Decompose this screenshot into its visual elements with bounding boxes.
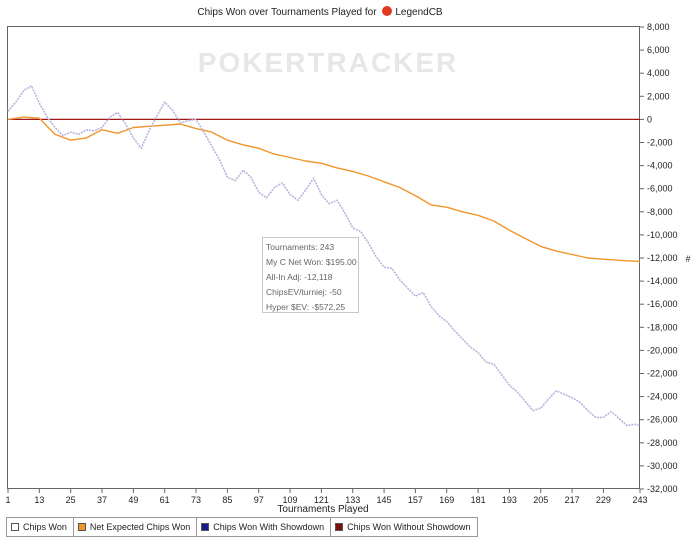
y-tick-label: -24,000 [647,392,678,402]
y-tick-label: 0 [647,114,652,124]
y-tick-label: -4,000 [647,161,673,171]
x-tick-label: 49 [128,495,138,505]
legend-item-without-showdown[interactable]: Chips Won Without Showdown [331,518,476,536]
x-tick-label: 181 [471,495,486,505]
x-tick-label: 25 [66,495,76,505]
x-tick-label: 97 [254,495,264,505]
x-axis-label: Tournaments Played [277,504,368,515]
x-tick-label: 109 [283,495,298,505]
legend-item-net-expected[interactable]: Net Expected Chips Won [74,518,198,536]
tooltip-chipsev: ChipsEV/turniej: -50 [266,287,342,297]
player-flag-icon [382,6,393,16]
x-tick-label: 145 [377,495,392,505]
x-tick-label: 85 [222,495,232,505]
legend-label: Chips Won [23,522,67,532]
player-name: LegendCB [395,7,443,18]
y-tick-label: -28,000 [647,438,678,448]
x-tick-label: 229 [596,495,611,505]
x-tick-label: 13 [34,495,44,505]
y-tick-label: 2,000 [647,91,670,101]
y-tick-label: -18,000 [647,322,678,332]
y-tick-label: -26,000 [647,415,678,425]
y-tick-label: -32,000 [647,484,678,494]
legend-swatch [201,523,210,531]
y-tick-label: -22,000 [647,369,678,379]
x-tick-label: 217 [565,495,580,505]
y-tick-label: 8,000 [647,22,670,32]
y-tick-label: -8,000 [647,207,673,217]
legend-label: Net Expected Chips Won [89,522,191,532]
y-tick-label: -2,000 [647,138,673,148]
y-axis-unit: # [685,254,690,264]
x-tick-label: 121 [314,495,329,505]
x-tick-label: 243 [632,495,647,505]
y-tick-label: -16,000 [647,299,678,309]
legend-item-chips-won[interactable]: Chips Won [7,518,74,536]
legend-swatch [77,523,86,531]
chart-legend: Chips Won Net Expected Chips Won Chips W… [6,517,478,537]
y-tick-label: -12,000 [647,253,678,263]
x-tick-label: 133 [345,495,360,505]
y-tick-label: -20,000 [647,345,678,355]
x-tick-label: 205 [533,495,548,505]
x-tick-label: 157 [408,495,423,505]
y-tick-label: -10,000 [647,230,678,240]
legend-swatch [11,523,19,531]
tooltip-tournaments: Tournaments: 243 [266,242,335,252]
chart-title-text: Chips Won over Tournaments Played for [197,7,377,18]
legend-label: Chips Won With Showdown [213,522,325,532]
tooltip-allin-adj: All-In Adj: -12,118 [266,272,333,282]
y-tick-label: 6,000 [647,45,670,55]
series-line-chips-won [7,85,641,427]
legend-label: Chips Won Without Showdown [347,522,471,532]
tooltip-net-won: My C Net Won: $195.00 [266,257,357,267]
y-tick-label: -6,000 [647,184,673,194]
chart-tooltip: Tournaments: 243 My C Net Won: $195.00 A… [262,237,359,313]
tooltip-hyper-sev: Hyper $EV: -$572.25 [266,302,346,312]
y-tick-label: 4,000 [647,68,670,78]
watermark: POKERTRACKER [198,47,458,78]
y-tick-label: -14,000 [647,276,678,286]
x-tick-label: 73 [191,495,201,505]
legend-item-with-showdown[interactable]: Chips Won With Showdown [197,518,332,536]
x-tick-label: 1 [5,495,10,505]
chart-title: Chips Won over Tournaments Played for Le… [0,6,640,18]
series-line-net-expected-chips-won [7,116,641,263]
plot-area [7,26,640,489]
x-tick-label: 37 [97,495,107,505]
y-tick-label: -30,000 [647,461,678,471]
x-tick-label: 193 [502,495,517,505]
x-tick-label: 169 [439,495,454,505]
x-tick-label: 61 [160,495,170,505]
legend-swatch [335,523,344,531]
